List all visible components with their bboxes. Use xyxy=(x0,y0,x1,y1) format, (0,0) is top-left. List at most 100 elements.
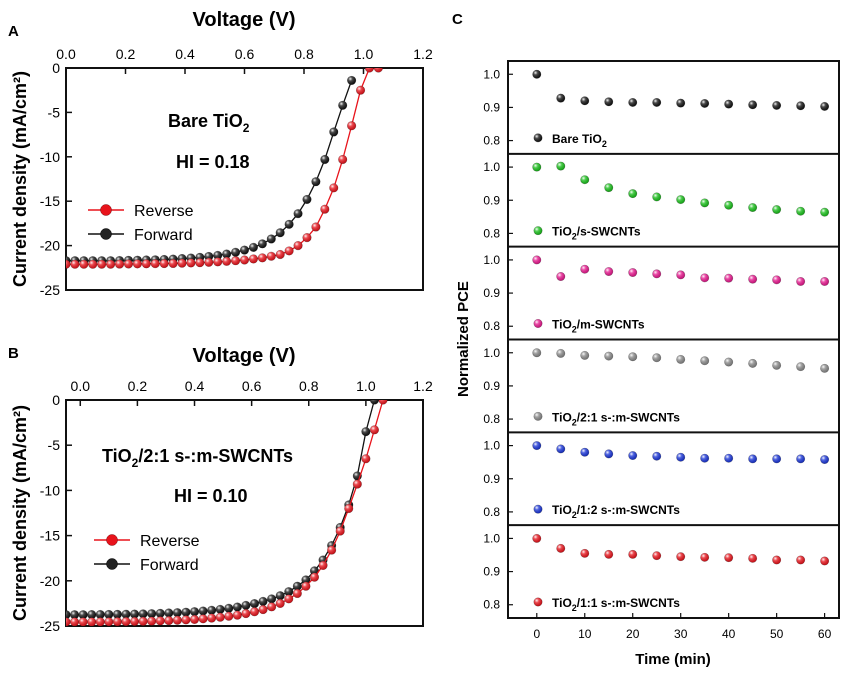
legend-b-reverse-label: Reverse xyxy=(140,533,200,550)
chart-a-series xyxy=(66,68,383,269)
chart-c-point xyxy=(676,195,686,205)
chart-a-point-reverse xyxy=(347,121,357,131)
chart-c-point xyxy=(772,205,782,215)
chart-c-point xyxy=(580,350,590,360)
chart-b-ticks: 0.0 0.2 0.4 0.6 0.8 1.0 1.2 0 -5 -10 -15 -20 -25 xyxy=(40,378,433,634)
chart-a-point-reverse xyxy=(239,255,250,265)
chart-b-point-reverse xyxy=(301,581,311,591)
chart-b-point-forward xyxy=(155,608,165,618)
chart-a-point-forward xyxy=(302,194,312,205)
chart-c-point xyxy=(652,192,662,202)
chart-c-point xyxy=(700,552,710,562)
chart-b-point-reverse xyxy=(172,615,182,625)
chart-b-point-reverse xyxy=(344,503,354,514)
chart-c-ytick-label: 1.0 xyxy=(483,439,500,453)
chart-a-ylabel: Current density (mA/cm²) xyxy=(10,71,30,287)
chart-c-legend-marker xyxy=(533,226,543,236)
chart-a-point-reverse xyxy=(266,251,276,261)
chart-b-point-reverse xyxy=(327,545,337,555)
chart-c-content: 1.0 0.9 0.8 Bare TiO2 1.0 0.9 0.8 TiO2/s-SWCNTs… xyxy=(483,67,839,641)
chart-c-point xyxy=(796,101,806,111)
chart-b-ytick-label: -25 xyxy=(40,618,60,634)
chart-b-point-forward xyxy=(292,581,302,591)
chart-b-point-reverse xyxy=(335,526,345,536)
chart-a-point-forward xyxy=(320,154,330,165)
chart-a-point-reverse xyxy=(123,259,134,269)
chart-b-point-forward xyxy=(309,566,320,576)
chart-c-point xyxy=(772,275,782,285)
chart-c-point xyxy=(700,453,710,463)
chart-a-ticks: 0.0 0.2 0.4 0.6 0.8 1.0 1.2 0 -5 -10 -15 -20 -25 xyxy=(40,46,433,298)
chart-c-ytick-label: 0.9 xyxy=(483,100,500,114)
chart-a-point-reverse xyxy=(230,256,241,266)
chart-c-point xyxy=(724,453,734,463)
chart-a-point-reverse xyxy=(373,68,383,73)
chart-c-point xyxy=(748,358,758,368)
chart-b-point-reverse xyxy=(198,614,208,624)
chart-a-point-forward xyxy=(230,247,241,257)
chart-a-point-forward xyxy=(311,177,321,187)
chart-c-point xyxy=(796,206,806,216)
chart-a-point-reverse xyxy=(132,259,142,269)
chart-b-point-reverse xyxy=(129,616,140,626)
chart-b-point-reverse xyxy=(164,615,174,626)
chart-c-legend-marker xyxy=(533,597,543,607)
chart-c-point xyxy=(556,444,566,454)
chart-b-point-reverse xyxy=(224,611,234,621)
legend-b-reverse-marker xyxy=(106,534,118,546)
chart-c-point xyxy=(652,269,662,279)
chart-a-ytick-label: -5 xyxy=(48,104,61,120)
chart-b-point-reverse xyxy=(361,454,371,464)
chart-c-point xyxy=(772,100,782,110)
chart-c-point xyxy=(532,69,542,79)
chart-a-point-forward xyxy=(338,100,348,110)
chart-c-point xyxy=(748,274,758,284)
chart-c-ytick-label: 0.8 xyxy=(483,226,500,240)
chart-c-point xyxy=(700,273,710,283)
chart-c-subpanel: 1.0 0.9 0.8 TiO2/s-SWCNTs xyxy=(483,152,839,242)
chart-b-point-forward xyxy=(198,606,208,616)
chart-c-ytick-label: 0.9 xyxy=(483,286,500,300)
chart-a-ytick-label: -20 xyxy=(40,238,60,254)
chart-b-point-reverse xyxy=(155,616,165,626)
chart-b-point-forward xyxy=(147,609,157,619)
chart-b-xlabel: Voltage (V) xyxy=(193,345,296,367)
chart-c-legend-label: TiO2/2:1 s-:m-SWCNTs xyxy=(552,410,680,427)
chart-c-point xyxy=(556,543,566,553)
chart-a-point-forward xyxy=(347,75,357,86)
chart-b-point-forward xyxy=(224,603,234,613)
chart-c-point xyxy=(580,264,590,274)
chart-a-legend: Reverse Forward xyxy=(88,203,194,244)
chart-b-point-reverse xyxy=(69,617,80,626)
chart-c-point xyxy=(772,454,782,464)
chart-b-point-reverse xyxy=(181,615,191,625)
chart-c-point xyxy=(748,100,758,110)
chart-a-point-reverse xyxy=(159,258,169,269)
chart-c-point xyxy=(724,357,734,367)
chart-b-ytick-label: -5 xyxy=(48,437,61,453)
chart-a-point-reverse xyxy=(248,254,259,264)
chart-c-ytick-label: 0.9 xyxy=(483,565,500,579)
chart-c-point xyxy=(772,555,782,565)
chart-b-ytick-label: -20 xyxy=(40,573,60,589)
chart-a-point-forward xyxy=(213,250,223,260)
chart-a-point-reverse xyxy=(338,154,348,165)
chart-b-point-forward xyxy=(181,607,191,617)
chart-a-point-reverse xyxy=(364,68,375,73)
chart-a-point-forward xyxy=(248,242,259,252)
chart-b-point-forward xyxy=(138,609,148,619)
chart-b-point-forward xyxy=(249,598,260,609)
chart-b-point-reverse xyxy=(249,607,260,617)
chart-c-point xyxy=(652,451,662,461)
legend-a-forward-marker xyxy=(100,228,112,240)
chart-b-point-reverse xyxy=(292,588,302,599)
chart-c-point xyxy=(748,454,758,464)
chart-c-ytick-label: 0.8 xyxy=(483,598,500,612)
chart-a-point-forward xyxy=(329,127,339,137)
chart-a-point-reverse xyxy=(293,241,303,251)
chart-b-point-reverse xyxy=(147,616,157,626)
chart-a-point-reverse xyxy=(204,257,214,267)
chart-a-point-reverse xyxy=(177,258,187,268)
chart-b-series xyxy=(66,400,388,626)
